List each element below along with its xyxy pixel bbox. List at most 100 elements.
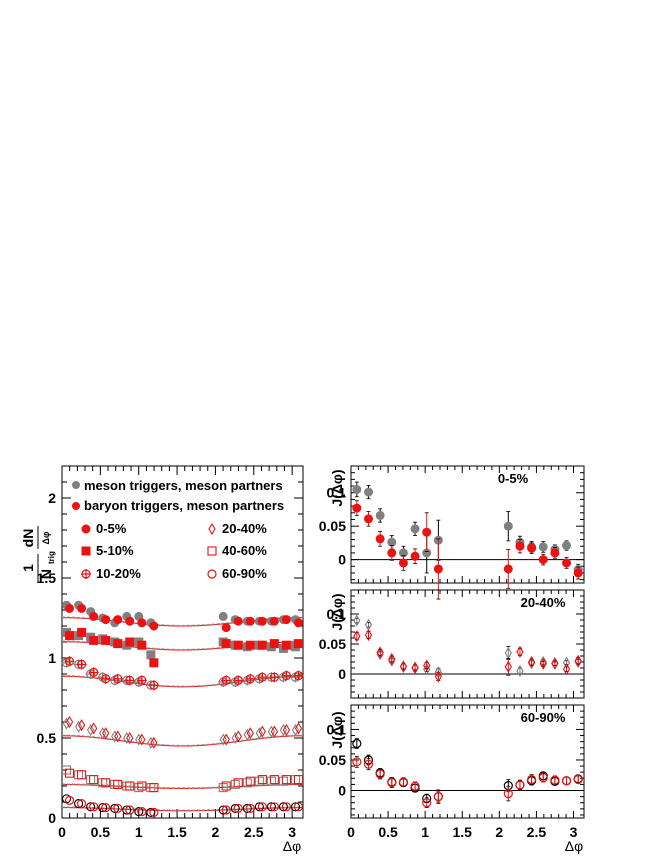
legend-entry-10-20: 10-20% [81,566,141,581]
point-baryon [527,655,536,669]
point-baryon-10-20% [148,680,159,691]
point-baryon [352,503,362,513]
point-baryon [398,777,409,787]
point-baryon [503,564,513,574]
point-baryon-60-90% [89,802,99,812]
point-baryon [550,775,560,785]
point-baryon-10-20% [233,675,244,686]
point-baryon-40-60% [125,781,135,791]
ylabel-one: 1 [20,564,36,572]
ytick-label: 0.05 [319,518,346,534]
point-baryon-10-20% [76,659,87,670]
ytick-label: 0.1 [327,606,347,622]
point-baryon-10-20% [221,675,232,686]
point-meson [527,657,536,670]
point-baryon-0-5% [65,603,75,613]
left-plot-frame [61,465,304,819]
point-baryon-0-5% [269,616,279,626]
point-meson-40-60% [230,779,240,789]
point-baryon-20-40% [222,733,230,746]
point-meson-60-90% [278,802,288,812]
point-baryon [526,774,537,785]
point-baryon-10-20% [293,670,304,681]
point-baryon-40-60% [89,775,99,785]
right-panels: 0-5% J(Δφ) 0 0.05 0.1 20-40% J(Δφ) 0 0.05 0.… [319,465,585,854]
legend: meson triggers, meson partners baryon tr… [72,478,284,581]
point-baryon [422,798,432,808]
point-baryon-0-5% [125,616,135,626]
left-y-axis-label: 1 N trig dN Δφ [20,526,56,582]
legend-label-40-60: 40-60% [222,543,267,558]
legend-entry-0-5: 0-5% [81,521,127,536]
point-meson-20-40% [219,733,227,746]
legend-entry-40-60: 40-60% [207,543,267,558]
point-baryon-5-10% [221,639,231,649]
point-meson-60-90% [218,805,228,815]
point-baryon-10-20% [112,673,123,684]
point-baryon-60-90% [125,805,135,815]
ylabel-dn: dN [20,529,36,548]
point-baryon-5-10% [89,635,99,645]
legend-symbol-0-5% [81,524,91,534]
point-baryon [573,774,583,785]
legend-entry-baryon: baryon triggers, meson partners [72,498,284,513]
point-meson-40-60% [74,770,84,780]
ytick-label: 0.05 [319,752,346,768]
point-meson-40-60% [278,776,288,786]
point-baryon [434,670,443,683]
point-baryon-20-40% [138,733,146,746]
point-baryon-5-10% [245,640,255,650]
right-mid-y-axis-label: J(Δφ) [329,593,345,630]
point-baryon [375,534,385,544]
right-panel-20-40: 20-40% J(Δφ) 0 0.05 0.1 [319,589,585,699]
legend-marker-60-90 [207,569,217,579]
point-baryon [352,757,362,767]
point-meson-60-90% [290,802,301,812]
point-baryon-5-10% [149,658,159,668]
point-baryon-0-5% [221,623,231,633]
ytick-label: 0.1 [327,721,347,737]
legend-entry-20-40: 20-40% [208,521,267,536]
point-baryon-40-60% [281,775,291,785]
fit-curve-0-5%-meson [61,616,304,626]
right-bottom-y-axis-label: J(Δφ) [329,711,345,748]
legend-marker-40-60 [207,546,217,556]
point-meson [364,487,374,497]
point-meson [516,664,524,678]
left-xtick-label: 2 [212,824,220,840]
left-data-points [61,600,304,818]
point-meson-40-60% [218,783,228,793]
point-baryon [516,645,524,658]
left-panel: 0 0.5 1 1.5 2 2.5 3 00.511.52 1 N trig dN Δφ Δ… [20,465,304,854]
left-xtick-label: 2.5 [244,824,264,840]
point-baryon-20-40% [102,727,110,740]
point-baryon [410,781,420,791]
right-bottom-frame [350,704,585,819]
point-baryon [353,630,361,643]
point-baryon [422,527,432,537]
point-baryon-5-10% [233,640,243,650]
xtick-label: 1 [421,824,429,840]
legend-label-10-20: 10-20% [96,566,141,581]
ylabel-trig: trig [47,551,56,564]
point-baryon-10-20% [124,675,135,686]
point-baryon-5-10% [77,627,87,637]
point-baryon-60-90% [257,802,267,812]
point-baryon-5-10% [113,639,123,649]
point-meson-20-40% [99,727,107,740]
left-axis-ticks [61,465,303,819]
point-baryon [573,568,583,578]
point-baryon-10-20% [245,673,256,684]
point-baryon-5-10% [137,640,147,650]
point-baryon-20-40% [282,723,291,737]
point-baryon-10-20% [257,672,268,683]
point-baryon-20-40% [65,715,74,729]
point-meson-20-40% [111,730,119,743]
point-baryon-40-60% [113,779,123,789]
point-baryon [375,769,385,779]
point-meson-0-5% [218,611,228,621]
point-baryon [550,548,560,558]
point-meson [562,541,572,551]
